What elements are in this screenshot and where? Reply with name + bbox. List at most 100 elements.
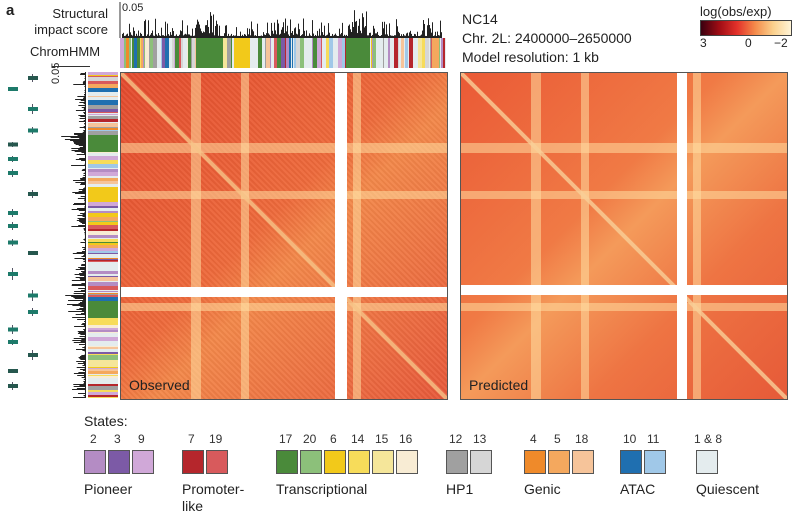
chromhmm-segment (88, 271, 118, 274)
score-bar (78, 344, 86, 345)
score-bar (397, 26, 398, 38)
chromhmm-segment (88, 251, 118, 253)
score-bar (320, 35, 321, 38)
score-bar (81, 152, 86, 153)
score-bar (75, 277, 86, 278)
score-bar (363, 17, 364, 38)
state-number: 7 (188, 432, 195, 446)
gene-exon (28, 293, 38, 298)
chromhmm-segment (88, 355, 118, 358)
score-bar (71, 209, 86, 210)
score-bar (74, 291, 86, 292)
chromhmm-segment (371, 38, 372, 68)
chromhmm-segment (258, 38, 262, 68)
state-number: 3 (114, 432, 121, 446)
score-bar (83, 294, 86, 295)
score-bar (74, 151, 86, 152)
score-bar (77, 319, 86, 320)
score-bar (384, 21, 385, 38)
score-bar (80, 184, 86, 185)
score-bar (351, 32, 352, 38)
score-bar (79, 308, 86, 309)
score-bar (72, 253, 86, 254)
score-bar (83, 364, 86, 365)
score-bar (80, 116, 86, 117)
score-bar (309, 33, 310, 38)
state-number: 2 (90, 432, 97, 446)
colorbar-tick: 0 (745, 36, 752, 50)
score-bar (229, 35, 230, 38)
score-bar (152, 30, 153, 38)
chromhmm-segment (88, 242, 118, 243)
score-bar (355, 21, 356, 38)
score-bar (219, 25, 220, 38)
score-bar (421, 34, 422, 38)
score-bar (418, 35, 419, 38)
score-bar (84, 89, 86, 90)
chromhmm-segment (88, 109, 118, 112)
score-bar (73, 141, 86, 142)
score-bar (72, 192, 86, 193)
score-bar (177, 35, 178, 38)
score-bar (371, 35, 372, 38)
score-bar (332, 33, 333, 38)
score-bar (84, 227, 86, 228)
score-bar (84, 119, 86, 120)
score-bar (190, 35, 191, 38)
chromhmm-segment (88, 347, 118, 349)
gene-exon (8, 171, 18, 175)
score-bar (377, 31, 378, 38)
chromhmm-segment (203, 38, 206, 68)
score-bar (70, 140, 86, 141)
score-bar (79, 127, 86, 128)
score-bar (84, 250, 86, 251)
score-bar (75, 110, 86, 111)
score-bar (80, 73, 86, 74)
chromhmm-segment (425, 38, 429, 68)
score-bar (265, 35, 266, 38)
score-bar (76, 220, 86, 221)
chromhmm-segment (88, 395, 118, 397)
score-bar (183, 35, 184, 38)
score-bar (326, 35, 327, 38)
state-number: 17 (279, 432, 293, 446)
score-bar (80, 178, 86, 179)
score-bar (428, 18, 429, 38)
score-tick-top: 0.05 (122, 2, 144, 14)
score-bar (72, 305, 86, 306)
chromhmm-segment (88, 301, 118, 303)
chromhmm-segment (390, 38, 394, 68)
score-bar (84, 276, 86, 277)
chromhmm-segment (292, 38, 293, 68)
state-number: 6 (330, 432, 337, 446)
score-bar (84, 114, 86, 115)
score-bar (84, 212, 86, 213)
score-bar (84, 122, 86, 123)
score-bar (84, 162, 86, 163)
score-bar (319, 28, 320, 38)
chromhmm-segment (88, 131, 118, 135)
chromhmm-segment (144, 38, 145, 68)
score-bar (84, 243, 86, 244)
score-bar (392, 35, 393, 38)
chromhmm-segment (289, 38, 291, 68)
score-bar (84, 92, 86, 93)
score-bar (84, 156, 86, 157)
score-bar (348, 25, 349, 38)
score-bar (232, 35, 233, 38)
score-bar (281, 29, 282, 38)
chromhmm-segment (88, 172, 118, 175)
gene-exon (8, 384, 18, 388)
score-bar (78, 332, 86, 333)
score-bar (191, 35, 192, 38)
score-bar (85, 125, 86, 126)
score-bar (347, 35, 348, 38)
score-bar (216, 20, 217, 38)
score-bar (321, 22, 322, 38)
score-bar (419, 35, 420, 38)
chromhmm-segment (346, 38, 349, 68)
score-bar (144, 21, 145, 38)
score-bar (84, 371, 86, 372)
score-bar (278, 23, 279, 38)
chromhmm-segment (88, 248, 118, 251)
